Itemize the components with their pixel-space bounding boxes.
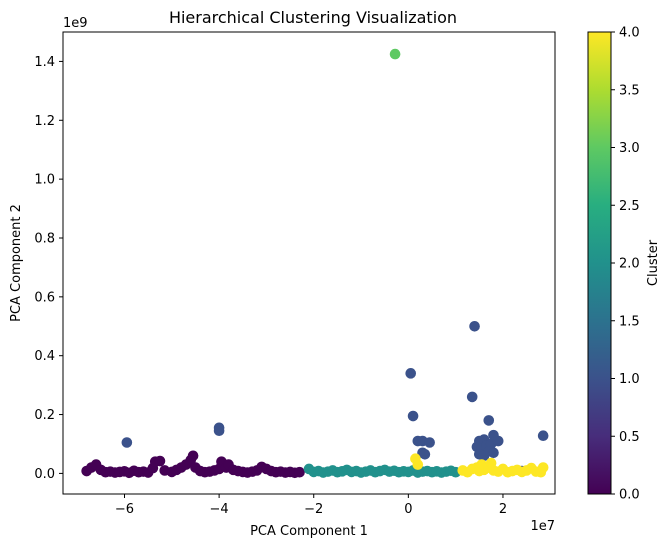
chart-title: Hierarchical Clustering Visualization: [169, 8, 457, 27]
colorbar-gradient: [588, 32, 611, 494]
data-point-cluster-1: [466, 391, 478, 403]
x-tick-label: −6: [115, 502, 134, 517]
data-point-cluster-1: [405, 368, 417, 379]
data-point-cluster-0: [294, 466, 305, 478]
plot-frame: [62, 31, 556, 495]
y-tick-label: 0.8: [34, 231, 55, 246]
data-point-cluster-1: [424, 437, 435, 448]
data-point-cluster-0: [187, 450, 199, 462]
data-point-cluster-4: [412, 459, 424, 470]
y-tick-label: 1.2: [34, 114, 55, 129]
plot-area: [62, 31, 556, 495]
x-tick-label: −4: [210, 502, 229, 517]
colorbar-tick-label: 1.0: [619, 372, 640, 387]
colorbar-tick-label: 2.0: [619, 257, 640, 272]
y-tick-label: 0.2: [34, 408, 55, 423]
data-point-cluster-1: [478, 450, 490, 462]
x-tick-label: 2: [499, 502, 507, 517]
colorbar-label: Cluster: [646, 239, 661, 286]
data-point-cluster-1: [407, 410, 419, 422]
data-point-cluster-0: [154, 455, 166, 467]
colorbar-tick-label: 1.5: [619, 314, 640, 329]
y-tick-label: 0.4: [34, 349, 55, 364]
x-axis: −6 −4 −2 0 2: [115, 494, 507, 517]
colorbar-tick-label: 0.0: [619, 488, 640, 503]
data-point-cluster-1: [537, 430, 549, 442]
data-point-cluster-3: [389, 48, 401, 60]
y-axis: 0.0 0.2 0.4 0.6 0.8 1.0 1.2 1.4: [34, 55, 63, 482]
data-point-cluster-1: [488, 447, 499, 459]
y-tick-label: 0.0: [34, 467, 55, 482]
y-tick-label: 1.4: [34, 55, 55, 70]
x-offset-text: 1e7: [530, 519, 555, 534]
colorbar-tick-label: 3.0: [619, 141, 640, 156]
colorbar-tick-label: 0.5: [619, 430, 640, 445]
colorbar-tick-label: 4.0: [619, 26, 640, 41]
colorbar-tick-label: 3.5: [619, 83, 640, 98]
x-tick-label: 0: [404, 502, 412, 517]
plot-background: [63, 32, 555, 494]
data-point-cluster-4: [537, 462, 549, 473]
y-offset-text: 1e9: [63, 16, 88, 31]
colorbar-ticks: 0.0 0.5 1.0 1.5 2.0 2.5 3.0 3.5 4.0: [611, 26, 640, 503]
y-tick-label: 0.6: [34, 290, 55, 305]
data-point-cluster-1: [419, 448, 431, 460]
colorbar-tick-label: 2.5: [619, 199, 640, 214]
y-tick-label: 1.0: [34, 173, 55, 188]
x-tick-label: −2: [304, 502, 323, 517]
y-axis-label: PCA Component 2: [9, 204, 24, 322]
data-point-cluster-1: [492, 435, 504, 447]
colorbar: 0.0 0.5 1.0 1.5 2.0 2.5 3.0 3.5 4.0 Cluster: [587, 26, 661, 503]
x-axis-label: PCA Component 1: [250, 524, 368, 539]
data-point-cluster-1: [469, 320, 480, 332]
data-point-cluster-1: [121, 437, 133, 448]
data-point-cluster-1: [483, 415, 495, 426]
data-point-cluster-1: [213, 425, 225, 437]
scatter-points: [81, 48, 549, 479]
